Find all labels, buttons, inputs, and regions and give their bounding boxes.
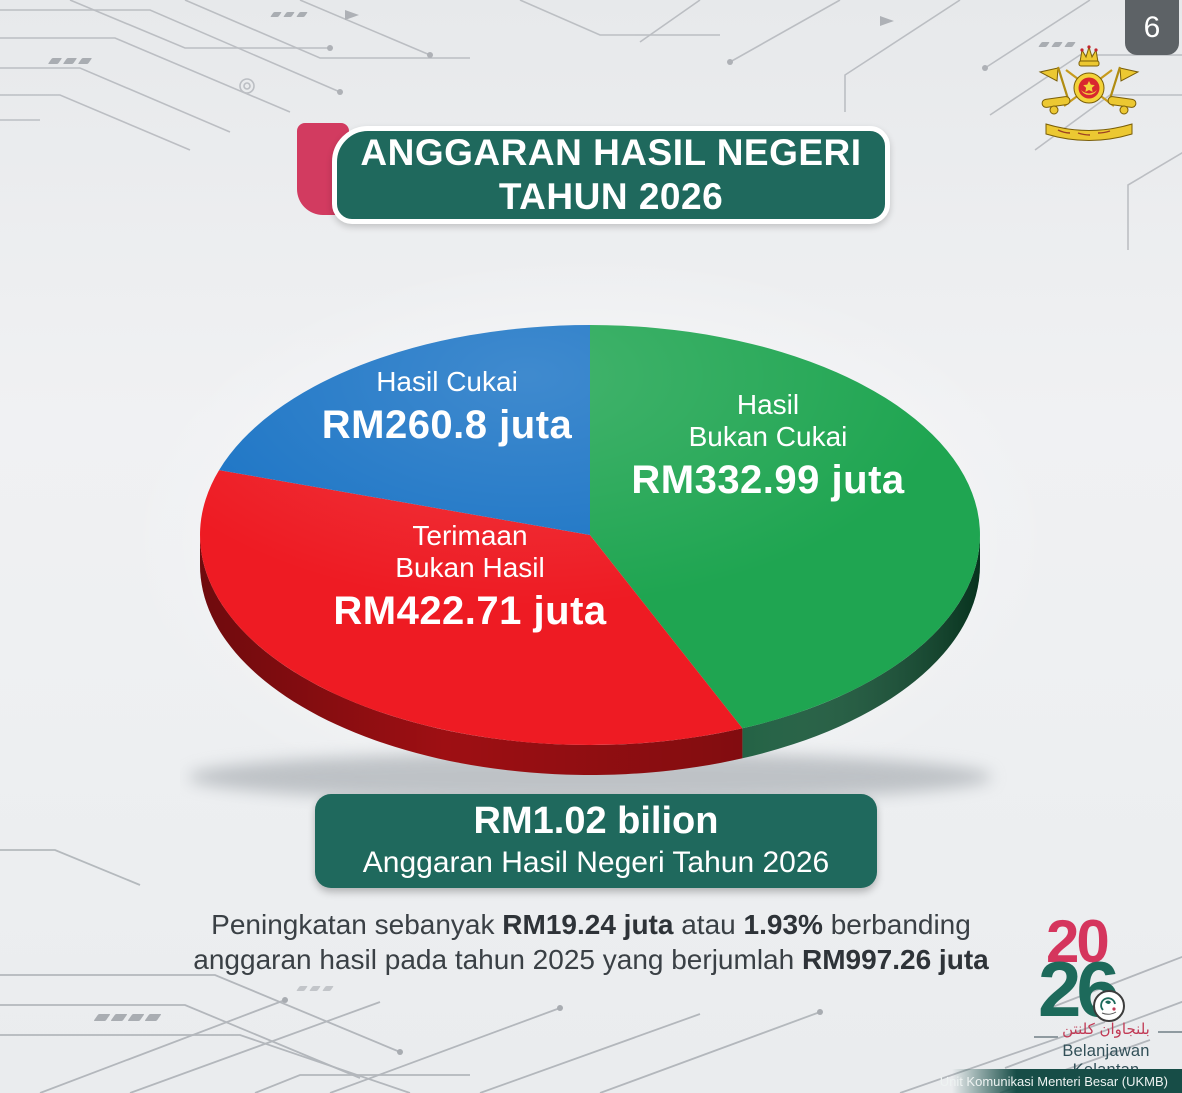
slash-marks-icon	[47, 58, 93, 64]
slice-label: Hasil	[736, 389, 800, 420]
logo-dash	[1158, 1031, 1182, 1033]
para-text: atau	[673, 909, 744, 940]
logo-year-20: 20	[1046, 908, 1110, 975]
slice-label: Hasil Cukai	[376, 366, 518, 397]
para-increase-amount: RM19.24 juta	[502, 909, 674, 940]
footer-credit-text: Unit Komunikasi Menteri Besar (UKMB)	[939, 1073, 1168, 1089]
slice-value: RM260.8 juta	[321, 403, 573, 448]
logo-jawi-text: بلنجاوان كلنتن	[1062, 1020, 1150, 1038]
slash-marks-icon	[93, 1014, 162, 1021]
total-caption: Anggaran Hasil Negeri Tahun 2026	[362, 845, 830, 879]
slash-marks-icon	[270, 12, 308, 17]
revenue-pie-chart	[188, 325, 992, 802]
pie-side-shade	[200, 535, 743, 775]
para-text: Peningkatan sebanyak	[211, 909, 503, 940]
footer-credit-bar: Unit Komunikasi Menteri Besar (UKMB)	[940, 1069, 1182, 1093]
title-banner: ANGGARAN HASIL NEGERI TAHUN 2026	[332, 126, 890, 224]
title-line2: TAHUN 2026	[498, 176, 724, 217]
title-line1: ANGGARAN HASIL NEGERI	[360, 132, 862, 174]
page-number-badge: 6	[1125, 0, 1179, 55]
comparison-paragraph: Peningkatan sebanyak RM19.24 juta atau 1…	[86, 908, 1096, 977]
slice-value: RM332.99 juta	[631, 458, 905, 503]
para-previous-total: RM997.26 juta	[801, 943, 989, 975]
pie-gloss	[200, 325, 980, 745]
slice-label: Bukan Hasil	[395, 552, 545, 584]
pie-label-hasil-cukai: Hasil Cukai RM260.8 juta	[292, 366, 602, 448]
para-increase-percent: 1.93%	[743, 909, 823, 940]
page-number: 6	[1143, 10, 1161, 44]
total-summary-box: RM1.02 bilion Anggaran Hasil Negeri Tahu…	[315, 794, 877, 888]
para-text: berbanding	[822, 909, 971, 940]
slice-label: Bukan Cukai	[688, 421, 848, 453]
slice-label: Terimaan	[412, 520, 528, 551]
para-text: anggaran hasil pada tahun 2025 yang berj…	[193, 943, 802, 975]
slice-value: RM422.71 juta	[333, 589, 607, 634]
total-amount: RM1.02 bilion	[473, 800, 719, 843]
belanjawan-seal-icon	[1093, 990, 1125, 1022]
pie-label-hasil-bukan-cukai: Hasil Bukan Cukai RM332.99 juta	[613, 389, 923, 503]
slash-marks-icon	[296, 986, 334, 991]
pie-label-terimaan-bukan-hasil: Terimaan Bukan Hasil RM422.71 juta	[315, 520, 625, 634]
pie-side-shade	[742, 535, 980, 759]
belanjawan-2026-logo: 20 26 بلنجاوان كلنتن Belanjawan Kelantan	[1030, 908, 1182, 1079]
logo-dash	[1034, 1036, 1058, 1038]
kelantan-state-crest-icon	[1038, 45, 1140, 141]
pie-shadow	[188, 752, 992, 802]
